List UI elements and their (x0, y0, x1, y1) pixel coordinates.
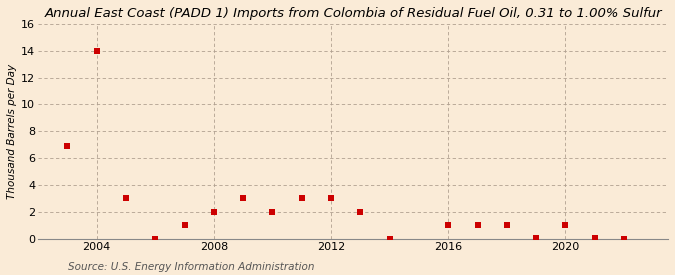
Point (325, 196, 336, 201)
Point (121, 196, 132, 201)
Point (531, 236, 541, 240)
Title: Annual East Coast (PADD 1) Imports from Colombia of Residual Fuel Oil, 0.31 to 1: Annual East Coast (PADD 1) Imports from … (45, 7, 662, 20)
Point (62, 144, 73, 148)
Point (150, 236, 161, 241)
Point (238, 196, 248, 201)
Point (179, 223, 190, 227)
Point (267, 210, 278, 214)
Point (589, 236, 600, 240)
Text: Source: U.S. Energy Information Administration: Source: U.S. Energy Information Administ… (68, 262, 314, 272)
Point (502, 223, 512, 227)
Point (209, 210, 219, 214)
Point (443, 223, 454, 227)
Point (296, 196, 307, 201)
Point (355, 210, 366, 214)
Point (472, 223, 483, 227)
Point (91, 49, 102, 53)
Point (619, 236, 630, 241)
Point (384, 236, 395, 241)
Y-axis label: Thousand Barrels per Day: Thousand Barrels per Day (7, 64, 17, 199)
Point (560, 223, 571, 227)
